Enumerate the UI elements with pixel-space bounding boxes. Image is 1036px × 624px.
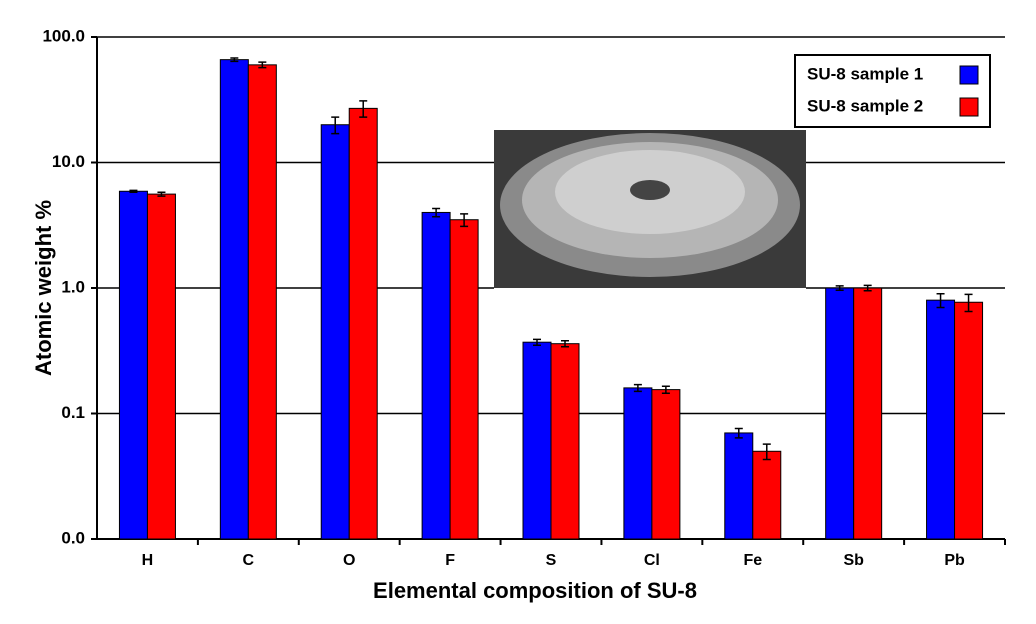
x-tick-label: Fe bbox=[743, 552, 762, 569]
y-tick-label: 10.0 bbox=[52, 152, 85, 171]
error-bar bbox=[533, 338, 541, 346]
error-bar bbox=[230, 57, 239, 63]
error-bar bbox=[863, 284, 872, 292]
error-bar bbox=[762, 443, 771, 461]
bar bbox=[146, 193, 176, 540]
bar bbox=[247, 64, 277, 540]
bar bbox=[421, 211, 451, 540]
bar bbox=[623, 387, 653, 540]
bar bbox=[550, 343, 580, 540]
bar bbox=[651, 389, 681, 540]
bar bbox=[926, 299, 956, 540]
error-bar bbox=[258, 61, 267, 69]
error-bar bbox=[129, 189, 138, 193]
bar bbox=[724, 432, 754, 540]
error-bar bbox=[561, 339, 569, 348]
error-bar bbox=[734, 427, 743, 439]
inset-photo bbox=[494, 130, 806, 308]
error-bar bbox=[432, 207, 441, 218]
y-tick-label: 0.1 bbox=[61, 403, 85, 422]
bar bbox=[825, 287, 855, 540]
bar bbox=[954, 301, 984, 540]
error-bar bbox=[964, 293, 973, 313]
error-bar bbox=[359, 100, 368, 118]
y-tick-label: 0.0 bbox=[61, 528, 85, 547]
error-bar bbox=[661, 385, 670, 394]
bar bbox=[118, 190, 148, 540]
bar bbox=[853, 287, 883, 540]
legend-swatch bbox=[959, 97, 979, 117]
error-bar bbox=[835, 285, 844, 291]
x-tick-label: O bbox=[343, 552, 355, 569]
disc-hub bbox=[630, 180, 670, 200]
x-tick-label: S bbox=[546, 552, 557, 569]
bar bbox=[752, 450, 782, 540]
error-bar bbox=[460, 213, 469, 228]
legend-label: SU-8 sample 2 bbox=[807, 96, 923, 115]
bar bbox=[449, 219, 479, 540]
x-tick-label: Pb bbox=[944, 552, 965, 569]
y-axis-label: Atomic weight % bbox=[31, 200, 56, 376]
bar bbox=[320, 124, 350, 540]
x-tick-label: F bbox=[445, 552, 455, 569]
y-tick-label: 100.0 bbox=[42, 26, 85, 45]
bar bbox=[219, 59, 249, 540]
x-tick-label: Cl bbox=[644, 552, 660, 569]
legend-label: SU-8 sample 1 bbox=[807, 64, 923, 83]
error-bar bbox=[157, 191, 166, 197]
bar bbox=[348, 107, 378, 540]
bar bbox=[522, 341, 552, 540]
error-bar bbox=[633, 383, 642, 393]
legend-swatch bbox=[959, 65, 979, 85]
x-tick-label: C bbox=[243, 552, 255, 569]
x-tick-label: Sb bbox=[843, 552, 864, 569]
error-bar bbox=[936, 292, 945, 309]
error-bar bbox=[331, 116, 340, 135]
y-tick-label: 1.0 bbox=[61, 277, 85, 296]
x-tick-label: H bbox=[142, 552, 154, 569]
x-axis-label: Elemental composition of SU-8 bbox=[373, 578, 697, 603]
legend-box bbox=[794, 54, 991, 128]
